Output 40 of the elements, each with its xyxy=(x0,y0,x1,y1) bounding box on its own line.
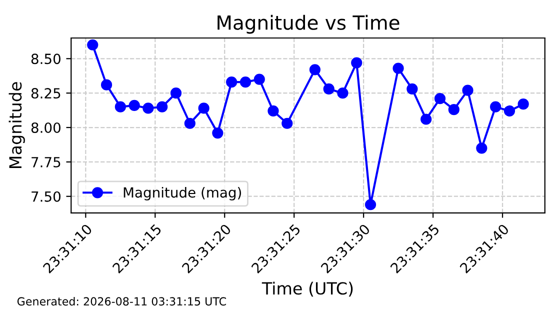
point xyxy=(490,101,502,112)
point xyxy=(184,118,196,129)
point xyxy=(240,76,252,88)
point xyxy=(114,101,126,112)
x-axis-title: Time (UTC) xyxy=(262,282,353,297)
point xyxy=(156,101,168,112)
y-tick-label: 8.00 xyxy=(31,122,60,133)
point xyxy=(420,114,432,125)
y-tick-label: 7.50 xyxy=(32,191,60,202)
point xyxy=(170,88,182,99)
point xyxy=(226,76,238,88)
point xyxy=(392,62,404,74)
point xyxy=(351,57,362,68)
point xyxy=(504,105,516,117)
point xyxy=(476,142,488,154)
y-axis-title: Magnitude xyxy=(8,82,25,168)
y-tick-label: 8.50 xyxy=(31,54,60,64)
point xyxy=(254,74,265,85)
point xyxy=(212,127,224,139)
point xyxy=(282,118,293,129)
point xyxy=(142,102,154,114)
point xyxy=(87,39,98,50)
point xyxy=(128,100,140,112)
point xyxy=(448,104,460,116)
point xyxy=(323,83,334,95)
point xyxy=(518,98,529,110)
point xyxy=(100,79,112,90)
legend-label: Magnitude (mag) xyxy=(124,186,242,200)
y-tick-label: 7.75 xyxy=(32,157,60,168)
point xyxy=(364,199,376,210)
point xyxy=(462,84,474,96)
point xyxy=(337,88,348,99)
text: Generated: 2026-08-11 03:31:15 UTC xyxy=(17,296,226,306)
y-tick-label: 8.25 xyxy=(31,88,60,99)
chart-title: Magnitude vs Time xyxy=(218,14,400,34)
point xyxy=(406,83,418,95)
point xyxy=(434,93,446,104)
point xyxy=(198,102,210,114)
point xyxy=(309,64,321,76)
point xyxy=(268,105,279,117)
